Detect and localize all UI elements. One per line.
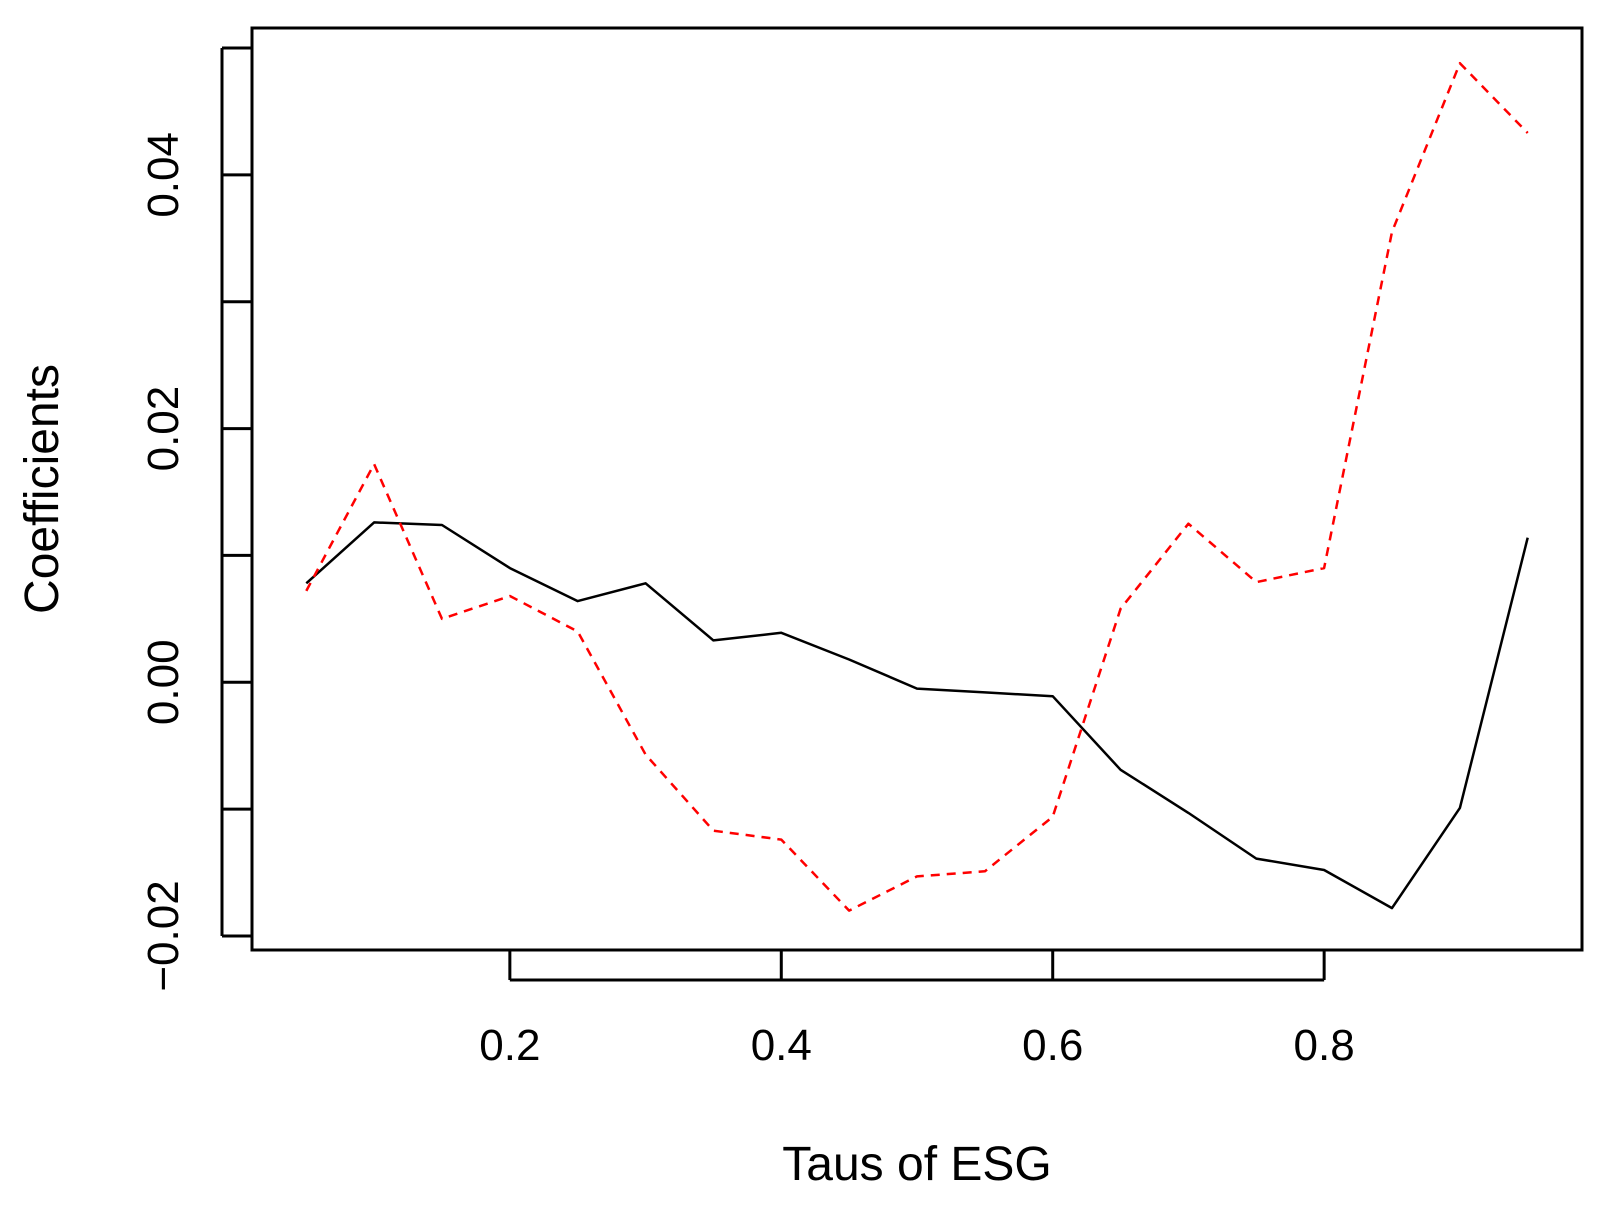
series-line-2 bbox=[305, 61, 1529, 912]
y-axis-label: Coefficients bbox=[16, 364, 69, 614]
plot-frame bbox=[250, 26, 1584, 952]
series-layer bbox=[305, 61, 1529, 912]
series-line-1 bbox=[305, 521, 1529, 910]
x-axis-label: Taus of ESG bbox=[782, 1138, 1051, 1191]
y-tick-label: 0.04 bbox=[139, 132, 188, 218]
x-tick-label: 0.6 bbox=[1022, 1021, 1083, 1070]
x-axis: 0.2 0.4 0.6 0.8 bbox=[479, 950, 1355, 1070]
y-axis: −0.02 0.00 0.02 0.04 bbox=[139, 46, 252, 992]
y-tick-label: −0.02 bbox=[139, 880, 188, 991]
y-tick-label: 0.00 bbox=[139, 639, 188, 725]
x-tick-label: 0.8 bbox=[1294, 1021, 1355, 1070]
y-tick-label: 0.02 bbox=[139, 386, 188, 472]
x-tick-label: 0.4 bbox=[751, 1021, 812, 1070]
x-tick-label: 0.2 bbox=[479, 1021, 540, 1070]
